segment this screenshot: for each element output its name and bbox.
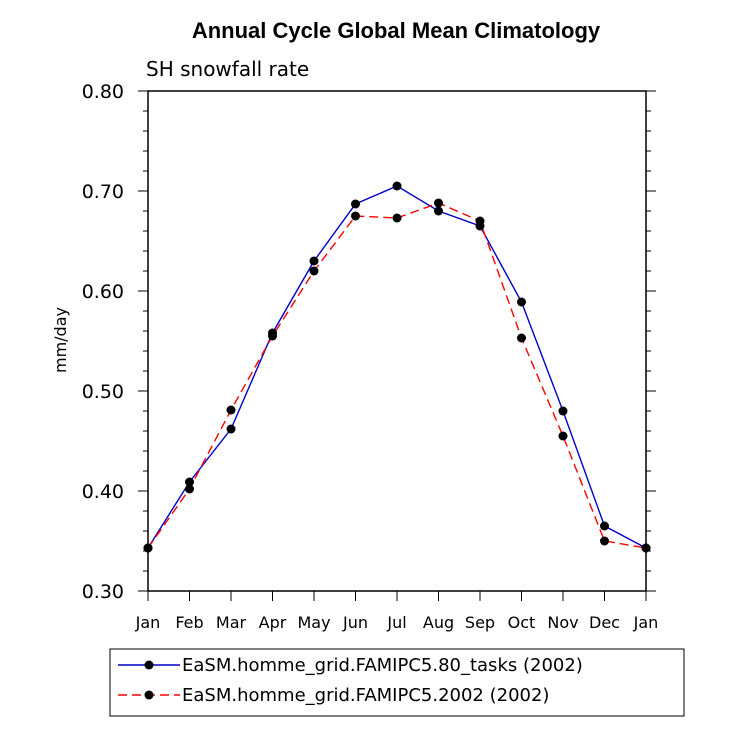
x-tick-label: Apr [259, 613, 287, 632]
series-1-point [434, 206, 443, 216]
series-1-point [351, 199, 360, 209]
series-1-point [226, 424, 236, 434]
x-tick-label: Oct [508, 613, 536, 632]
chart-subtitle: SH snowfall rate [146, 57, 309, 81]
y-tick-label: 0.50 [82, 381, 124, 403]
series-1-point [558, 406, 568, 416]
series-1-point [600, 521, 609, 531]
legend-box [109, 648, 685, 717]
series-2-point [641, 543, 651, 553]
series-line-2 [147, 202, 647, 549]
y-tick-label: 0.60 [82, 281, 124, 303]
legend-label-2: EaSM.homme_grid.FAMIPC5.2002 (2002) [182, 685, 549, 706]
series-2-point [475, 216, 485, 226]
x-tick-label: Aug [423, 613, 454, 632]
series-2-point [143, 543, 153, 553]
series-2-point [309, 266, 319, 276]
legend-label-1: EaSM.homme_grid.FAMIPC5.80_tasks (2002) [182, 655, 583, 676]
series-2-point [558, 431, 568, 441]
x-tick-label: Feb [175, 613, 203, 632]
series-2-point [392, 213, 402, 223]
x-tick-label: Jan [633, 613, 659, 632]
series-1-point [517, 297, 526, 307]
x-tick-label: Mar [216, 613, 247, 632]
chart-title: Annual Cycle Global Mean Climatology [192, 18, 601, 43]
x-tick-label: Jun [342, 613, 368, 632]
legend-marker-1 [144, 660, 154, 670]
series-2-point [434, 198, 443, 208]
series-1-point [309, 256, 319, 266]
y-tick-label: 0.80 [82, 81, 124, 103]
y-tick-label: 0.30 [82, 581, 124, 603]
y-axis-label: mm/day [51, 307, 70, 373]
plot-area [147, 90, 647, 592]
legend-marker-2 [144, 690, 154, 700]
x-tick-label: Nov [547, 613, 578, 632]
x-tick-label: Jul [386, 613, 406, 632]
series-2-point [351, 211, 360, 221]
series-2-point [226, 405, 236, 415]
series-2-point [185, 484, 194, 494]
x-tick-label: May [297, 613, 330, 632]
series-2-point [600, 536, 609, 546]
series-line-1 [147, 185, 647, 549]
y-tick-label: 0.70 [82, 181, 124, 203]
y-tick-label: 0.40 [82, 481, 124, 503]
series-2-point [517, 333, 526, 343]
x-tick-label: Jan [135, 613, 161, 632]
series-1-point [185, 477, 194, 487]
series-1-point [392, 181, 402, 191]
series-2-point [268, 331, 277, 341]
x-tick-label: Sep [465, 613, 495, 632]
x-tick-label: Dec [589, 613, 620, 632]
